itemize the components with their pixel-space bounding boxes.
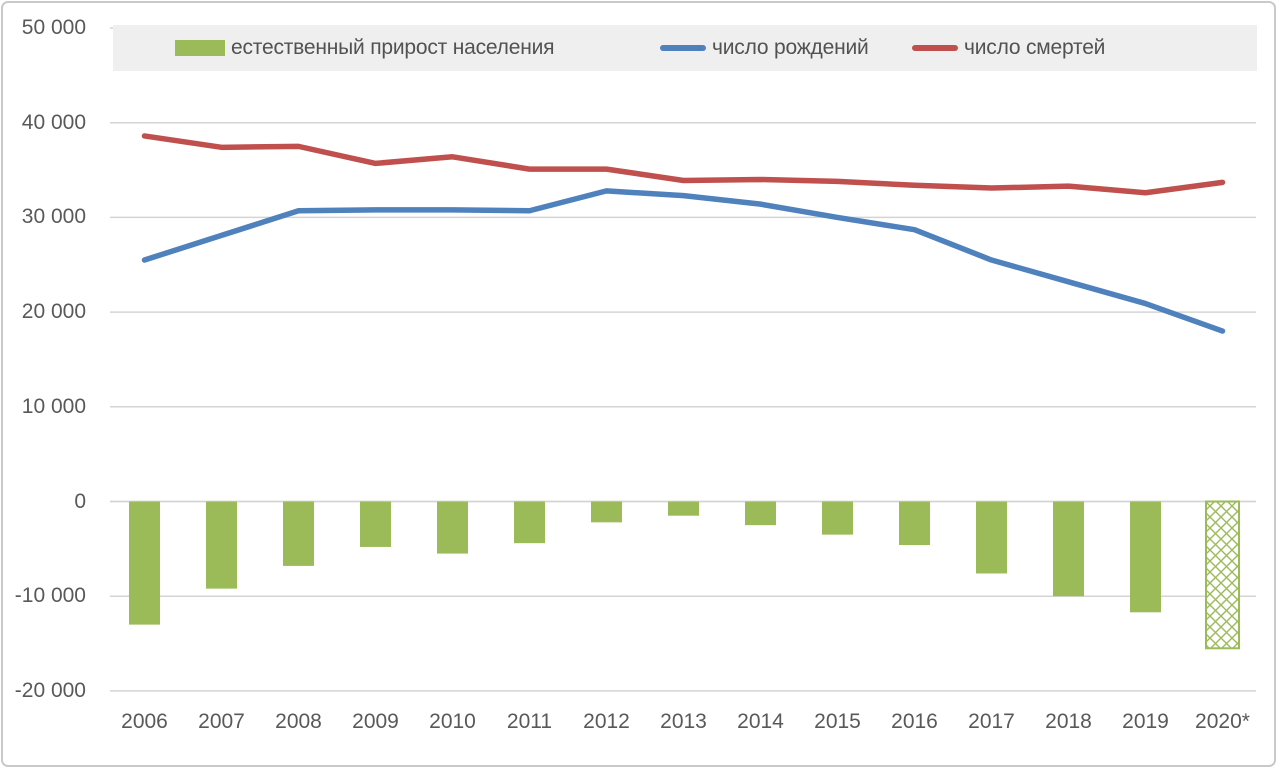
legend-item-births: число рождений <box>660 25 869 71</box>
bar-2012 <box>591 501 622 523</box>
deaths-line <box>141 133 1226 196</box>
bar-2016 <box>899 501 930 546</box>
bar-2008 <box>283 501 314 566</box>
legend-item-natural-growth: естественный прирост населения <box>175 25 554 71</box>
bar-2009 <box>360 501 391 547</box>
legend-label-births: число рождений <box>712 36 869 59</box>
bar-2017 <box>976 501 1007 574</box>
legend-label-natural-growth: естественный прирост населения <box>231 36 555 59</box>
bar-2010 <box>437 501 468 554</box>
bar-swatch-icon <box>175 40 225 56</box>
deaths-line-swatch-icon <box>912 45 958 51</box>
bar-2013 <box>668 501 699 516</box>
births-line <box>141 188 1226 334</box>
bar-2014 <box>745 501 776 526</box>
legend-label-deaths: число смертей <box>964 36 1106 59</box>
bar-2019 <box>1130 501 1161 613</box>
bar-2007 <box>206 501 237 589</box>
bar-2006 <box>129 501 160 625</box>
legend-item-deaths: число смертей <box>912 25 1105 71</box>
bar-2020* <box>1205 500 1240 650</box>
births-line-swatch-icon <box>660 45 706 51</box>
bar-2015 <box>822 501 853 535</box>
legend: естественный прирост населения число рож… <box>113 25 1257 71</box>
bar-2011 <box>514 501 545 544</box>
bar-2018 <box>1053 501 1084 597</box>
